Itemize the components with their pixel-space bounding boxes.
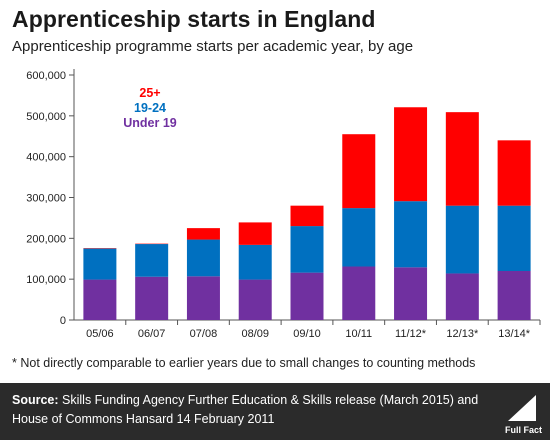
bar-segment-25- xyxy=(445,112,479,206)
full-fact-logo: Full Fact xyxy=(502,391,542,435)
bar-segment-25- xyxy=(186,228,220,240)
y-tick-label: 300,000 xyxy=(26,193,66,205)
bar-segment-under-19 xyxy=(290,272,324,320)
bar-segment-25- xyxy=(290,205,324,227)
footnote: * Not directly comparable to earlier yea… xyxy=(12,356,476,370)
bar-segment-under-19 xyxy=(83,279,117,320)
bar-segment-25- xyxy=(394,107,428,202)
y-tick-label: 200,000 xyxy=(26,233,66,245)
chart-title: Apprenticeship starts in England xyxy=(12,6,376,32)
bar-segment-19-24 xyxy=(186,239,220,277)
bar-segment-19-24 xyxy=(135,244,169,277)
bar-segment-under-19 xyxy=(394,267,428,320)
bar-segment-under-19 xyxy=(186,276,220,320)
y-tick-label: 0 xyxy=(60,315,66,327)
stacked-bar-chart: 0 100,000 200,000 300,000 400,000 500,000 600,… xyxy=(26,69,541,340)
bar-segment-under-19 xyxy=(135,276,169,320)
bar-segment-19-24 xyxy=(394,201,428,268)
bar-segment-19-24 xyxy=(342,208,376,267)
x-tick-label: 12/13* xyxy=(446,328,479,340)
x-tick-label: 11/12* xyxy=(395,328,427,340)
logo-text: Full Fact xyxy=(504,425,542,435)
y-tick-label: 100,000 xyxy=(26,274,66,286)
legend-label: 19-24 xyxy=(134,101,166,115)
source-body: Skills Funding Agency Further Education … xyxy=(12,393,479,426)
bar-segment-19-24 xyxy=(290,226,324,273)
bar-segment-19-24 xyxy=(497,205,531,271)
chart-subtitle: Apprenticeship programme starts per acad… xyxy=(12,38,414,55)
bar-segment-under-19 xyxy=(497,271,531,320)
bar-segment-19-24 xyxy=(83,248,117,280)
x-tick-label: 07/08 xyxy=(190,328,218,340)
x-tick-label: 06/07 xyxy=(138,328,166,340)
logo-chart-icon xyxy=(508,395,536,421)
x-tick-label: 05/06 xyxy=(86,328,114,340)
y-tick-label: 400,000 xyxy=(26,152,66,164)
y-tick-label: 600,000 xyxy=(26,70,66,82)
x-tick-label: 10/11 xyxy=(345,328,372,340)
legend-label: Under 19 xyxy=(123,116,177,130)
x-tick-label: 09/10 xyxy=(293,328,321,340)
bar-segment-19-24 xyxy=(238,244,272,280)
y-tick-label: 500,000 xyxy=(26,111,66,123)
bar-segment-25- xyxy=(238,222,272,245)
source-text: Source: Skills Funding Agency Further Ed… xyxy=(12,391,482,429)
bar-segment-under-19 xyxy=(238,279,272,320)
x-tick-label: 13/14* xyxy=(498,328,531,340)
x-tick-label: 08/09 xyxy=(241,328,269,340)
source-label: Source: xyxy=(12,393,59,407)
bar-segment-under-19 xyxy=(342,266,376,320)
legend-label: 25+ xyxy=(139,86,160,100)
bar-segment-25- xyxy=(342,134,376,209)
bar-segment-under-19 xyxy=(445,273,479,320)
bar-segment-19-24 xyxy=(445,205,479,274)
bar-segment-25- xyxy=(497,140,531,206)
source-footer: Source: Skills Funding Agency Further Ed… xyxy=(0,383,550,440)
